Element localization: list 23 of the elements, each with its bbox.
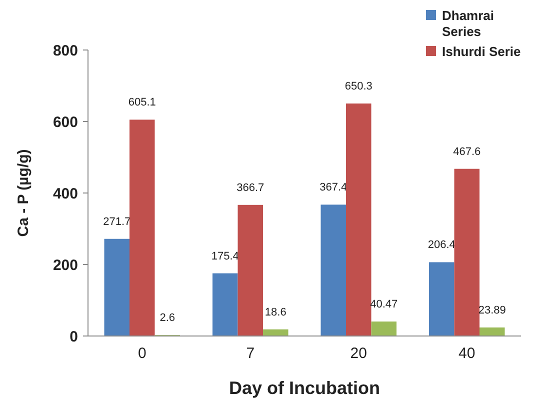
legend-label: Ishurdi Serie <box>442 44 521 59</box>
data-label: 467.6 <box>453 146 481 158</box>
x-tick-label: 0 <box>138 345 146 362</box>
y-tick-label: 0 <box>70 328 78 346</box>
y-tick-label: 800 <box>52 42 78 60</box>
data-label: 605.1 <box>128 96 156 109</box>
y-tick-label: 400 <box>52 185 78 202</box>
x-tick-label: 20 <box>350 345 367 362</box>
data-label: 2.6 <box>160 312 176 324</box>
data-label: 18.6 <box>264 306 286 318</box>
x-tick-label: 7 <box>246 345 255 362</box>
y-axis-title: Ca - P (µg/g) <box>15 149 32 237</box>
data-label: 367.4 <box>320 182 348 194</box>
data-label: 175.4 <box>211 250 239 262</box>
data-label: 271.7 <box>103 216 131 228</box>
y-tick-label: 600 <box>52 114 78 131</box>
data-label: 206.4 <box>428 239 456 252</box>
y-tick-label: 200 <box>52 256 78 274</box>
x-tick-label: 40 <box>458 345 476 362</box>
legend-label: Dhamrai Series <box>442 8 494 39</box>
x-axis-title: Day of Incubation <box>228 378 380 398</box>
data-label: 366.7 <box>236 182 264 194</box>
data-label: 650.3 <box>344 80 372 93</box>
